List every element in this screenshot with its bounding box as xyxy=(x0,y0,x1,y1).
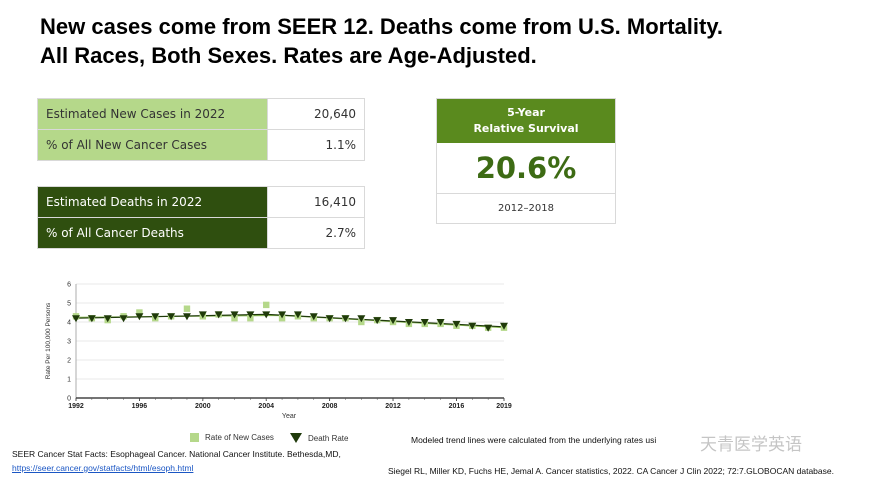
citation: Siegel RL, Miller KD, Fuchs HE, Jemal A.… xyxy=(388,466,834,476)
chart-grid xyxy=(76,283,504,399)
triangle-marker-icon xyxy=(290,433,302,443)
percent-deaths-value: 2.7% xyxy=(267,217,365,249)
x-tick-label: 2019 xyxy=(496,403,512,410)
y-tick-label: 0 xyxy=(67,396,71,403)
death-rate-point xyxy=(230,311,239,319)
death-rate-point xyxy=(214,311,223,319)
death-rate-point xyxy=(357,315,366,323)
chart-marks xyxy=(72,301,508,332)
title-line-1: New cases come from SEER 12. Deaths come… xyxy=(40,14,724,39)
death-rate-point xyxy=(436,319,445,326)
death-rate-point xyxy=(373,317,382,325)
estimated-new-cases-value: 20,640 xyxy=(267,98,365,130)
y-axis-label: Rate Per 100,000 Persons xyxy=(45,302,52,379)
death-rate-point xyxy=(87,315,96,323)
new-cases-point xyxy=(263,301,270,309)
death-rate-point xyxy=(404,319,413,326)
y-tick-label: 3 xyxy=(67,339,71,346)
square-marker-icon xyxy=(190,433,199,442)
legend-death-rate-label: Death Rate xyxy=(308,433,349,443)
death-rate-point xyxy=(135,313,144,321)
death-rate-point xyxy=(309,313,318,321)
table-row: Estimated New Cases in 2022 20,640 xyxy=(37,98,365,130)
y-tick-label: 1 xyxy=(67,377,71,384)
death-rate-point xyxy=(151,313,160,321)
death-rate-point xyxy=(103,315,112,323)
death-rate-point xyxy=(246,311,255,319)
new-cases-point xyxy=(183,305,191,312)
survival-value: 20.6% xyxy=(437,143,615,194)
death-rate-point xyxy=(341,315,350,323)
survival-header: 5-Year Relative Survival xyxy=(437,99,615,143)
percent-new-cases-value: 1.1% xyxy=(267,129,365,161)
y-tick-label: 5 xyxy=(67,301,71,308)
death-rate-point xyxy=(484,324,493,332)
x-tick-label: 2004 xyxy=(258,403,274,410)
death-rate-point xyxy=(293,311,302,319)
watermark: 天青医学英语 xyxy=(700,435,802,454)
x-tick-label: 2016 xyxy=(449,403,465,410)
death-rate-point xyxy=(167,313,176,321)
table-row: % of All New Cancer Cases 1.1% xyxy=(37,129,365,161)
source-link[interactable]: https://seer.cancer.gov/statfacts/html/e… xyxy=(12,463,194,473)
x-tick-label: 2008 xyxy=(322,403,338,410)
legend-new-cases-label: Rate of New Cases xyxy=(205,433,274,442)
survival-header-line-1: 5-Year xyxy=(507,106,545,119)
x-tick-label: 2012 xyxy=(385,403,401,410)
chart-axes: 0 1 2 3 4 5 6 1992 1996 2000 2004 2008 2012 2016 2019 xyxy=(67,282,512,411)
x-tick-label: 1996 xyxy=(132,403,148,410)
new-cases-table: Estimated New Cases in 2022 20,640 % of … xyxy=(37,98,365,161)
death-rate-point xyxy=(278,311,287,319)
death-rate-point xyxy=(500,322,508,330)
death-rate-point xyxy=(119,315,128,323)
death-rate-point xyxy=(389,317,398,325)
death-rate-point xyxy=(198,311,207,319)
death-rate-point xyxy=(182,313,191,321)
survival-card: 5-Year Relative Survival 20.6% 2012–2018 xyxy=(436,98,616,224)
percent-deaths-label: % of All Cancer Deaths xyxy=(37,217,268,249)
death-rate-point xyxy=(72,315,80,323)
new-cases-point xyxy=(136,309,143,316)
table-row: Estimated Deaths in 2022 16,410 xyxy=(37,186,365,218)
estimated-new-cases-label: Estimated New Cases in 2022 xyxy=(37,98,268,130)
title-line-2: All Races, Both Sexes. Rates are Age-Adj… xyxy=(40,43,537,68)
death-rate-point xyxy=(325,315,334,323)
trend-note: Modeled trend lines were calculated from… xyxy=(411,435,657,445)
source-text: SEER Cancer Stat Facts: Esophageal Cance… xyxy=(12,449,341,459)
legend-death-rate: Death Rate xyxy=(290,433,348,443)
death-rate-point xyxy=(452,320,461,328)
y-tick-label: 4 xyxy=(67,320,71,327)
table-row: % of All Cancer Deaths 2.7% xyxy=(37,217,365,249)
x-tick-label: 1992 xyxy=(68,403,84,410)
y-tick-label: 6 xyxy=(67,282,71,289)
death-rate-point xyxy=(262,311,271,319)
x-axis-label: Year xyxy=(282,413,297,420)
estimated-deaths-label: Estimated Deaths in 2022 xyxy=(37,186,268,218)
survival-header-line-2: Relative Survival xyxy=(473,122,579,135)
death-rate-point xyxy=(468,322,477,330)
legend-new-cases: Rate of New Cases xyxy=(190,433,274,442)
percent-new-cases-label: % of All New Cancer Cases xyxy=(37,129,268,161)
death-rate-point xyxy=(420,319,429,326)
deaths-table: Estimated Deaths in 2022 16,410 % of All… xyxy=(37,186,365,249)
x-tick-label: 2000 xyxy=(195,403,211,410)
survival-period: 2012–2018 xyxy=(498,203,554,214)
slide-title: New cases come from SEER 12. Deaths come… xyxy=(40,12,723,70)
estimated-deaths-value: 16,410 xyxy=(267,186,365,218)
y-tick-label: 2 xyxy=(67,358,71,365)
